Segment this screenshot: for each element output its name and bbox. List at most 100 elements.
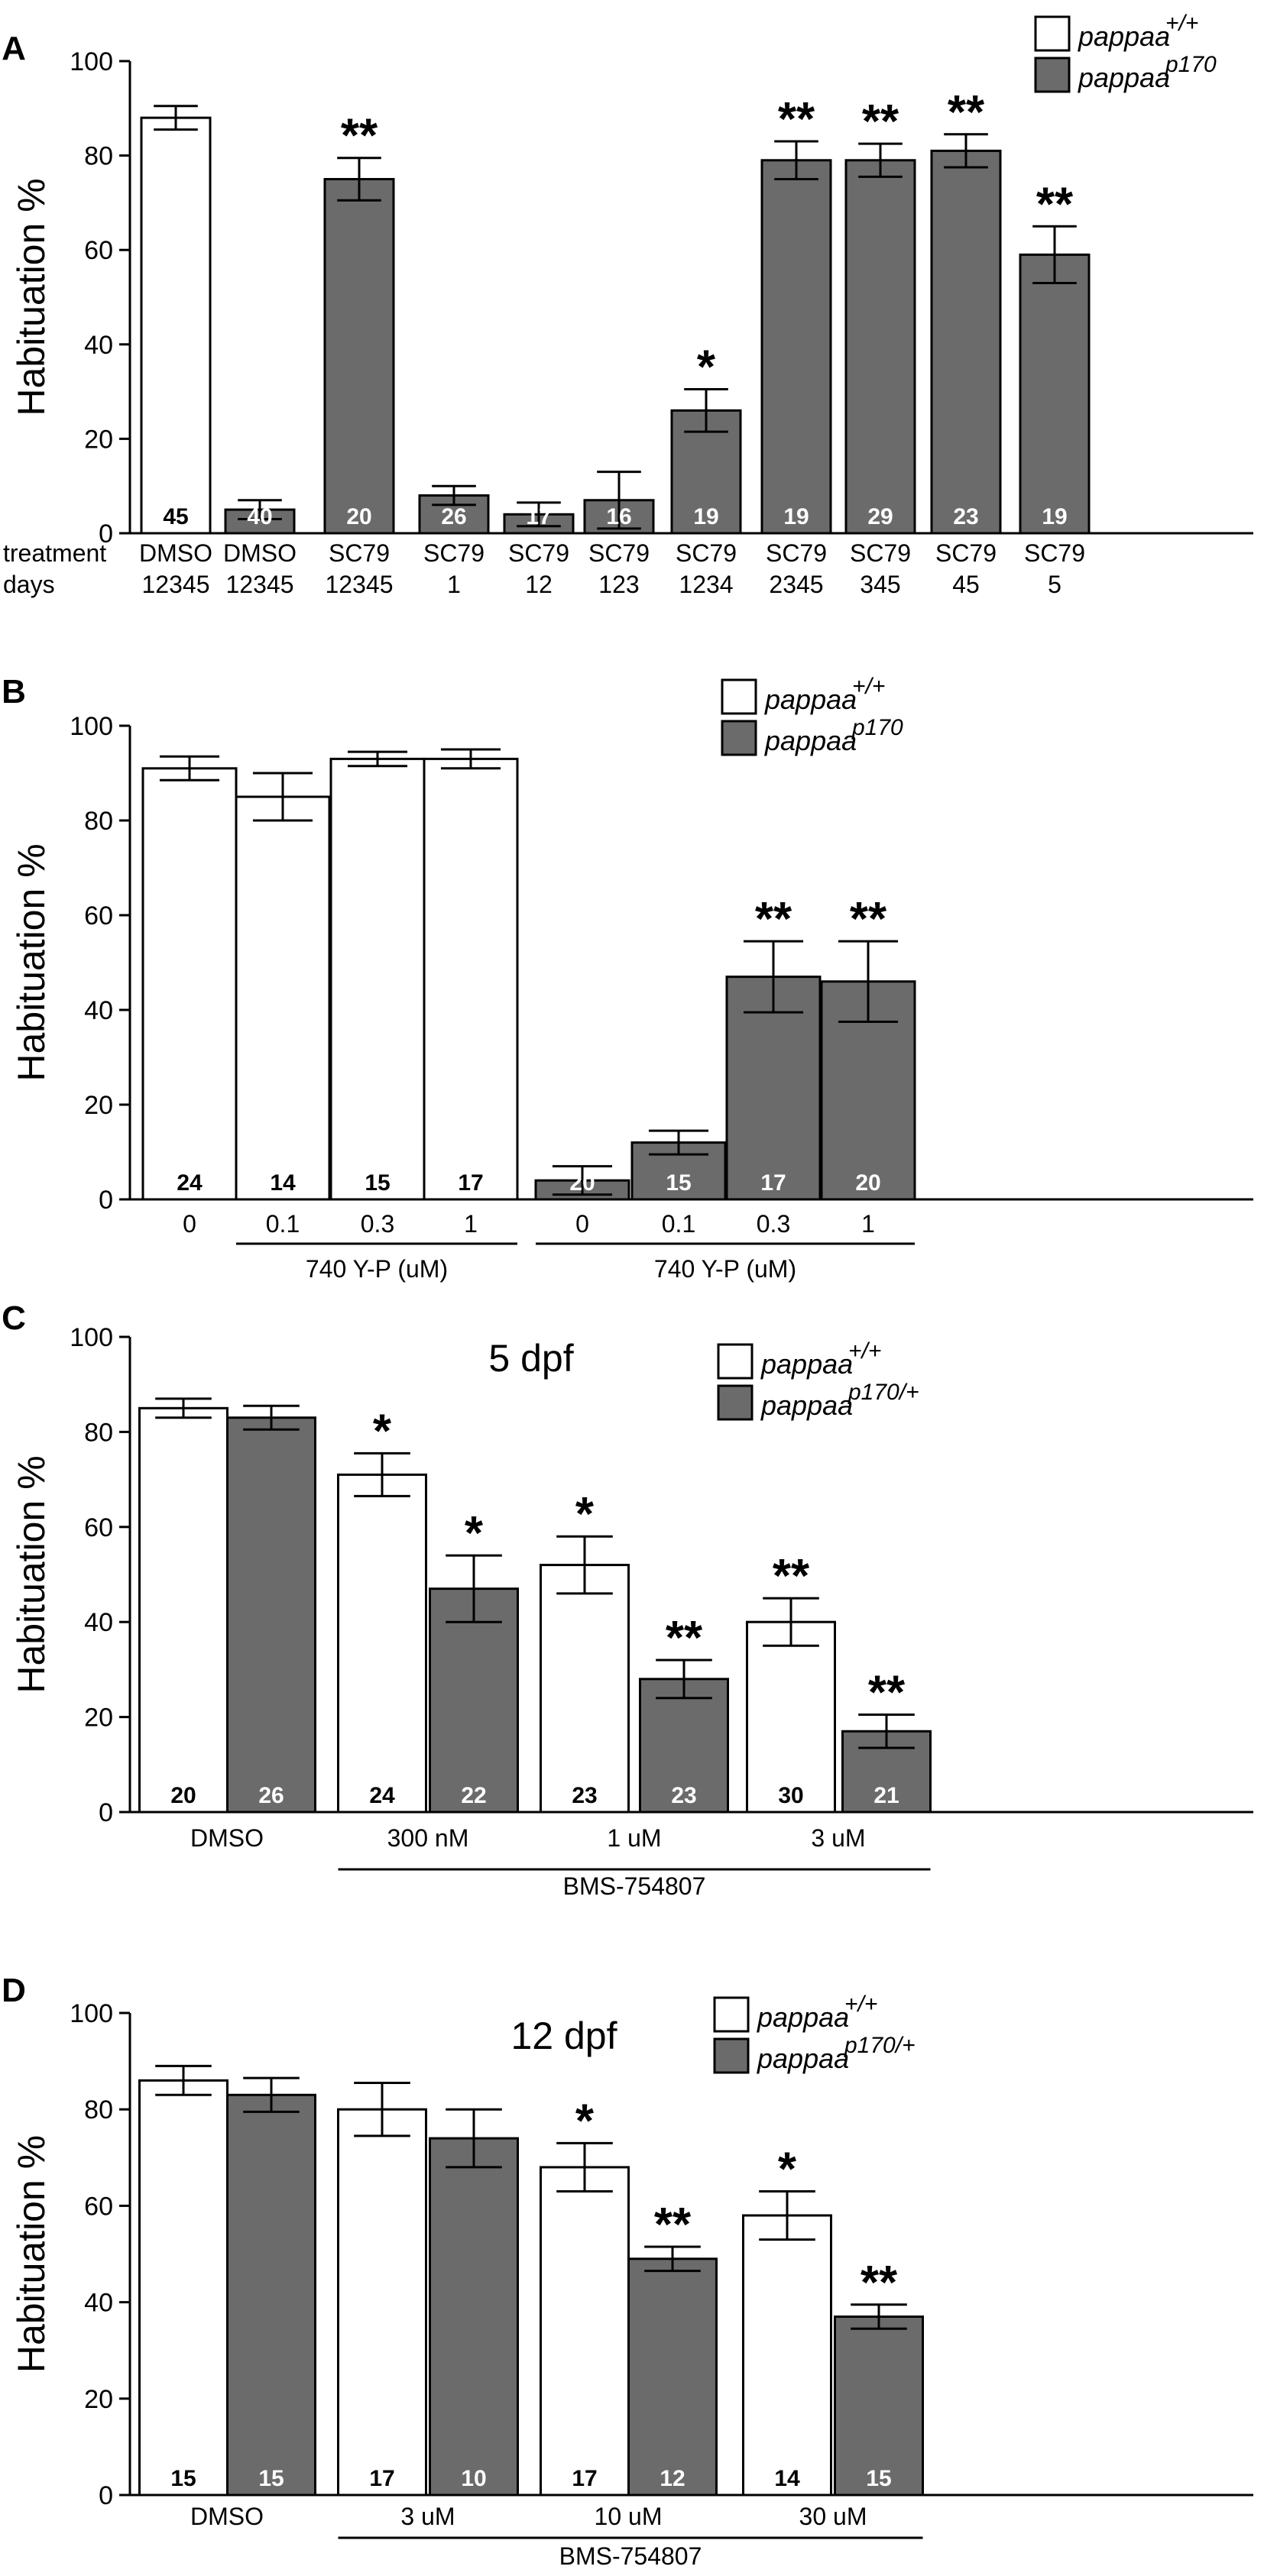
legend-label-mut: pappaa	[760, 1390, 853, 1421]
y-tick-label: 60	[84, 901, 113, 930]
y-tick-label: 60	[84, 1513, 113, 1542]
legend-swatch-mut	[1034, 57, 1071, 93]
significance-mark: **	[341, 110, 378, 163]
bar	[226, 2093, 316, 2497]
bar	[323, 178, 395, 535]
legend-label-wt: pappaa	[764, 684, 857, 715]
bar	[760, 159, 832, 535]
bar	[540, 1564, 630, 1814]
panel-letter: A	[2, 30, 26, 67]
bar	[844, 159, 916, 535]
x-tick-label: 0.3	[757, 1210, 790, 1238]
bar-n-label: 17	[760, 1170, 786, 1196]
x-tick-label: SC79	[676, 539, 737, 567]
x-tick-label: 12345	[326, 571, 394, 598]
significance-mark: *	[373, 1405, 392, 1458]
bar-n-label: 14	[270, 1170, 296, 1196]
y-tick-label: 100	[70, 47, 113, 76]
x-tick-label: SC79	[850, 539, 911, 567]
bar-n-label: 15	[170, 2466, 196, 2491]
bar	[627, 2257, 718, 2497]
bar-n-label: 26	[441, 504, 466, 529]
legend-swatch-mut	[721, 720, 757, 756]
y-tick-label: 40	[84, 1608, 113, 1637]
x-tick-label: SC79	[423, 539, 485, 567]
x-tick-label: 1	[447, 571, 461, 598]
significance-mark: **	[666, 1612, 703, 1665]
bar	[141, 767, 238, 1201]
panel-letter: B	[2, 673, 26, 710]
legend-genotype-mut: p170	[851, 715, 903, 740]
x-tick-label: SC79	[1024, 539, 1085, 567]
x-tick-label: 3 uM	[811, 1824, 865, 1852]
significance-mark: *	[778, 2143, 797, 2196]
y-tick-label: 60	[84, 2192, 113, 2221]
y-tick-label: 20	[84, 1091, 113, 1120]
significance-mark: *	[575, 1488, 595, 1541]
y-tick-label: 20	[84, 2385, 113, 2414]
bar-n-label: 16	[606, 504, 631, 529]
bar	[639, 1678, 729, 1814]
bar	[329, 757, 426, 1201]
legend-label-wt: pappaa	[760, 1348, 853, 1380]
x-tick-label: SC79	[329, 539, 390, 567]
x-tick-label: DMSO	[190, 2503, 264, 2530]
bar	[226, 1416, 316, 1814]
y-tick-label: 80	[84, 142, 113, 171]
bracket-label: BMS-754807	[559, 2542, 702, 2570]
x-tick-label: 12345	[142, 571, 210, 598]
bar-n-label: 17	[572, 2466, 597, 2491]
bar	[337, 2108, 427, 2497]
bar	[429, 1587, 519, 1814]
legend-label-mut: pappaa	[764, 725, 857, 756]
y-tick-label: 40	[84, 331, 113, 360]
bar-n-label: 14	[774, 2466, 800, 2491]
y-axis-label: Habituation %	[10, 2135, 53, 2373]
x-tick-label: 0.3	[361, 1210, 394, 1238]
legend-genotype-wt: +/+	[852, 674, 885, 699]
bar	[746, 1620, 836, 1814]
bracket-label: 740 Y-P (uM)	[654, 1255, 796, 1283]
bar-n-label: 15	[866, 2466, 891, 2491]
bar-n-label: 26	[258, 1783, 284, 1808]
x-tick-label: SC79	[588, 539, 650, 567]
bar	[1019, 253, 1091, 535]
legend-label-mut: pappaa	[1078, 62, 1170, 93]
y-axis-label: Habituation %	[10, 843, 53, 1081]
bar-n-label: 10	[461, 2466, 486, 2491]
bar	[742, 2214, 832, 2497]
chart-panel-c: C 0 20 40 60 80 100 Habituation % 20 26 24 * 22 * 23 * 2…	[2, 1299, 1253, 1900]
bar-n-label: 30	[778, 1783, 803, 1808]
y-tick-label: 40	[84, 996, 113, 1025]
significance-mark: *	[575, 2095, 595, 2147]
bar-n-label: 23	[953, 504, 978, 529]
bar-n-label: 20	[855, 1170, 880, 1196]
x-tick-label: 1	[464, 1210, 478, 1238]
bar-n-label: 23	[572, 1783, 597, 1808]
x-tick-label: 0.1	[266, 1210, 300, 1238]
x-tick-label: 0	[575, 1210, 589, 1238]
y-tick-label: 80	[84, 807, 113, 836]
significance-mark: *	[465, 1507, 484, 1560]
x-tick-label: SC79	[766, 539, 827, 567]
y-tick-label: 80	[84, 2095, 113, 2125]
significance-mark: **	[778, 93, 815, 146]
bar-n-label: 20	[170, 1783, 196, 1808]
y-tick-label: 0	[99, 1186, 113, 1215]
bar-n-label: 20	[346, 504, 371, 529]
x-tick-label: 10 uM	[595, 2503, 663, 2530]
y-tick-label: 0	[99, 519, 113, 549]
bracket-label: 740 Y-P (uM)	[306, 1255, 448, 1283]
y-tick-label: 60	[84, 236, 113, 265]
x-tick-label: SC79	[508, 539, 569, 567]
bar-n-label: 12	[660, 2466, 685, 2491]
y-tick-label: 40	[84, 2289, 113, 2318]
y-tick-label: 20	[84, 1704, 113, 1733]
bar-n-label: 17	[526, 504, 551, 529]
legend-genotype-wt: +/+	[844, 1992, 877, 2017]
x-tick-label: 1	[861, 1210, 875, 1238]
legend-swatch-wt	[721, 678, 757, 715]
bar	[138, 1406, 228, 1814]
bar	[540, 2166, 630, 2497]
